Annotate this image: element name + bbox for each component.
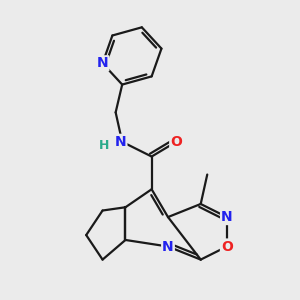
- Text: N: N: [162, 239, 174, 254]
- Text: O: O: [170, 135, 182, 149]
- Text: O: O: [221, 239, 233, 254]
- Text: N: N: [115, 135, 126, 149]
- Text: N: N: [97, 56, 108, 70]
- Text: N: N: [221, 210, 233, 224]
- Text: H: H: [99, 139, 110, 152]
